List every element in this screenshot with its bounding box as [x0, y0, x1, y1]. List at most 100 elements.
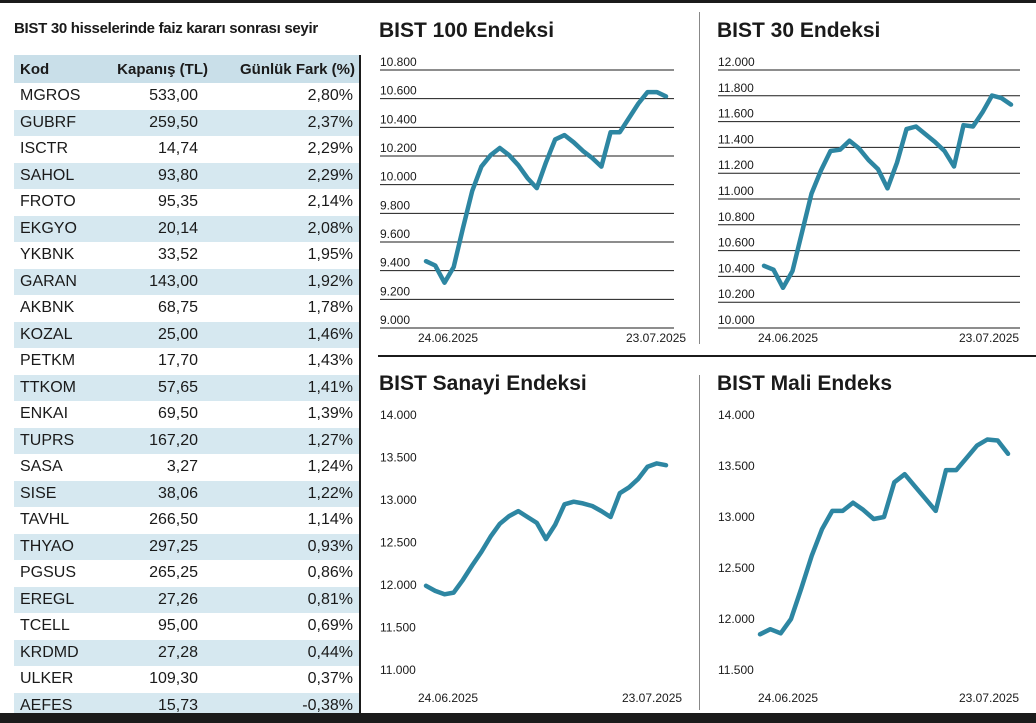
cell-change: 2,80%	[307, 87, 353, 105]
cell-close: 265,25	[149, 564, 198, 582]
table-row: KRDMD 27,28 0,44%	[14, 639, 359, 666]
table-row: KOZAL 25,00 1,46%	[14, 321, 359, 348]
x-tick-label: 23.07.2025	[622, 691, 682, 705]
cell-close: 27,28	[157, 643, 198, 661]
y-tick-label: 10.600	[380, 84, 417, 98]
cell-change: 0,81%	[307, 590, 353, 608]
y-tick-label: 14.000	[718, 408, 755, 422]
series-line	[423, 461, 669, 597]
cell-change: -0,38%	[302, 696, 353, 714]
y-tick-label: 10.400	[718, 261, 755, 275]
cell-close: 57,65	[157, 378, 198, 396]
cell-change: 0,37%	[307, 670, 353, 688]
x-tick-label: 24.06.2025	[418, 331, 478, 345]
cell-code: MGROS	[20, 87, 81, 105]
cell-close: 33,52	[157, 246, 198, 264]
cell-code: KRDMD	[20, 643, 79, 661]
cell-close: 109,30	[149, 670, 198, 688]
cell-change: 0,93%	[307, 537, 353, 555]
chart-title-mali: BIST Mali Endeks	[717, 372, 893, 395]
cell-close: 93,80	[157, 166, 198, 184]
cell-close: 533,00	[149, 87, 198, 105]
table-row: ENKAI 69,50 1,39%	[14, 401, 359, 428]
table-row: SAHOL 93,80 2,29%	[14, 162, 359, 189]
y-tick-label: 14.000	[380, 408, 417, 422]
y-tick-label: 11.800	[718, 81, 754, 95]
cell-change: 1,39%	[307, 405, 353, 423]
chart-bist30: 10.000 10.200 10.400 10.600 10.800 11.000 11.2…	[718, 55, 1020, 345]
y-tick-label: 12.500	[380, 536, 417, 550]
cell-change: 0,86%	[307, 564, 353, 582]
y-tick-label: 9.000	[380, 313, 410, 327]
table-row: SISE 38,06 1,22%	[14, 480, 359, 507]
table-row: FROTO 95,35 2,14%	[14, 189, 359, 216]
table-row: ISCTR 14,74 2,29%	[14, 136, 359, 163]
table-header: Kod Kapanış (TL) Günlük Fark (%)	[14, 55, 359, 83]
table-row: GARAN 143,00 1,92%	[14, 268, 359, 295]
y-tick-label: 10.000	[380, 170, 417, 184]
cell-code: SASA	[20, 458, 63, 476]
cell-code: FROTO	[20, 193, 76, 211]
y-tick-label: 9.400	[380, 256, 410, 270]
cell-code: AEFES	[20, 696, 73, 714]
cell-code: EKGYO	[20, 219, 77, 237]
cell-change: 0,69%	[307, 617, 353, 635]
x-tick-label: 23.07.2025	[626, 331, 686, 345]
chart-title-bist100: BIST 100 Endeksi	[379, 19, 555, 42]
table-row: TUPRS 167,20 1,27%	[14, 427, 359, 454]
y-tick-label: 10.600	[718, 236, 755, 250]
y-tick-label: 10.200	[718, 287, 755, 301]
table-row: EREGL 27,26 0,81%	[14, 586, 359, 613]
cell-code: SISE	[20, 484, 57, 502]
y-tick-label: 13.000	[380, 493, 417, 507]
cell-close: 25,00	[157, 325, 198, 343]
cell-change: 2,08%	[307, 219, 353, 237]
series-line	[761, 93, 1014, 291]
cell-change: 0,44%	[307, 643, 353, 661]
table-row: TAVHL 266,50 1,14%	[14, 507, 359, 534]
chart-title-sanayi: BIST Sanayi Endeksi	[379, 372, 587, 395]
y-tick-label: 13.500	[718, 459, 755, 473]
cell-change: 1,92%	[307, 272, 353, 290]
chart-mali: 11.500 12.000 12.500 13.000 13.500 14.000 24.0…	[718, 408, 1019, 705]
y-tick-label: 11.000	[718, 184, 754, 198]
cell-code: ISCTR	[20, 140, 68, 158]
cell-close: 266,50	[149, 511, 198, 529]
cell-code: GUBRF	[20, 113, 76, 131]
series-line	[423, 89, 669, 285]
cell-code: EREGL	[20, 590, 75, 608]
cell-close: 69,50	[157, 405, 198, 423]
table-row: YKBNK 33,52 1,95%	[14, 242, 359, 269]
chart-title-bist30: BIST 30 Endeksi	[717, 19, 881, 42]
top-rule	[0, 0, 1036, 3]
y-tick-label: 11.500	[380, 621, 416, 635]
divider-middle	[378, 355, 1036, 357]
header-close: Kapanış (TL)	[117, 60, 208, 78]
x-tick-label: 24.06.2025	[418, 691, 478, 705]
cell-close: 95,00	[157, 617, 198, 635]
y-tick-label: 13.500	[380, 451, 417, 465]
y-tick-label: 12.500	[718, 561, 755, 575]
cell-close: 20,14	[157, 219, 198, 237]
y-tick-label: 9.600	[380, 227, 410, 241]
cell-change: 1,46%	[307, 325, 353, 343]
cell-change: 2,29%	[307, 166, 353, 184]
cell-code: ULKER	[20, 670, 74, 688]
table-row: TTKOM 57,65 1,41%	[14, 374, 359, 401]
cell-code: KOZAL	[20, 325, 73, 343]
table-row: MGROS 533,00 2,80%	[14, 83, 359, 110]
cell-code: PGSUS	[20, 564, 77, 582]
table-row: THYAO 297,25 0,93%	[14, 533, 359, 560]
series-line	[757, 437, 1011, 637]
x-tick-label: 24.06.2025	[758, 331, 818, 345]
y-tick-label: 12.000	[718, 55, 755, 69]
cell-code: SAHOL	[20, 166, 75, 184]
cell-close: 95,35	[157, 193, 198, 211]
table-row: EKGYO 20,14 2,08%	[14, 215, 359, 242]
y-tick-label: 11.400	[718, 132, 754, 146]
cell-close: 68,75	[157, 299, 198, 317]
cell-change: 2,14%	[307, 193, 353, 211]
cell-code: TAVHL	[20, 511, 70, 529]
y-tick-label: 12.000	[380, 578, 417, 592]
y-tick-label: 9.200	[380, 284, 410, 298]
